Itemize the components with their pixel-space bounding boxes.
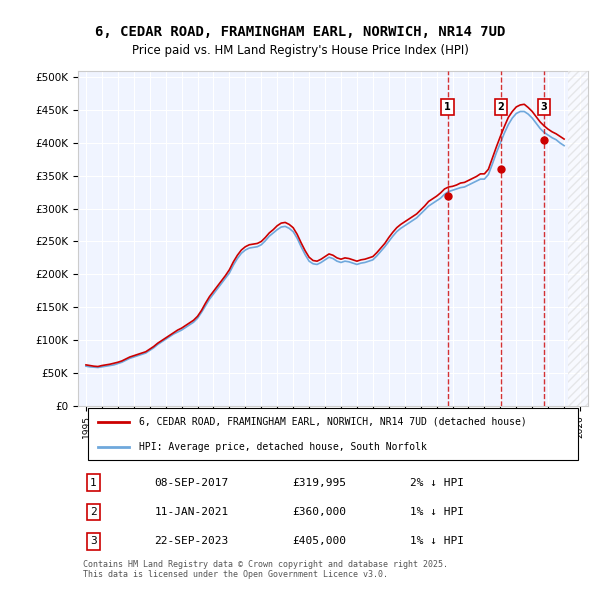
Text: 22-SEP-2023: 22-SEP-2023 xyxy=(155,536,229,546)
Text: 11-JAN-2021: 11-JAN-2021 xyxy=(155,507,229,517)
Text: 1: 1 xyxy=(90,478,97,488)
Text: 3: 3 xyxy=(541,102,547,112)
Text: 2% ↓ HPI: 2% ↓ HPI xyxy=(409,478,464,488)
FancyBboxPatch shape xyxy=(88,408,578,460)
Text: £360,000: £360,000 xyxy=(292,507,346,517)
Text: Price paid vs. HM Land Registry's House Price Index (HPI): Price paid vs. HM Land Registry's House … xyxy=(131,44,469,57)
Text: 08-SEP-2017: 08-SEP-2017 xyxy=(155,478,229,488)
Text: HPI: Average price, detached house, South Norfolk: HPI: Average price, detached house, Sout… xyxy=(139,442,427,452)
Text: £319,995: £319,995 xyxy=(292,478,346,488)
Text: 2: 2 xyxy=(497,102,504,112)
Text: 6, CEDAR ROAD, FRAMINGHAM EARL, NORWICH, NR14 7UD (detached house): 6, CEDAR ROAD, FRAMINGHAM EARL, NORWICH,… xyxy=(139,417,527,427)
Text: 1% ↓ HPI: 1% ↓ HPI xyxy=(409,536,464,546)
Text: 1% ↓ HPI: 1% ↓ HPI xyxy=(409,507,464,517)
Text: £405,000: £405,000 xyxy=(292,536,346,546)
Text: 2: 2 xyxy=(90,507,97,517)
Text: Contains HM Land Registry data © Crown copyright and database right 2025.
This d: Contains HM Land Registry data © Crown c… xyxy=(83,560,448,579)
Text: 6, CEDAR ROAD, FRAMINGHAM EARL, NORWICH, NR14 7UD: 6, CEDAR ROAD, FRAMINGHAM EARL, NORWICH,… xyxy=(95,25,505,40)
Text: 3: 3 xyxy=(90,536,97,546)
Text: 1: 1 xyxy=(444,102,451,112)
